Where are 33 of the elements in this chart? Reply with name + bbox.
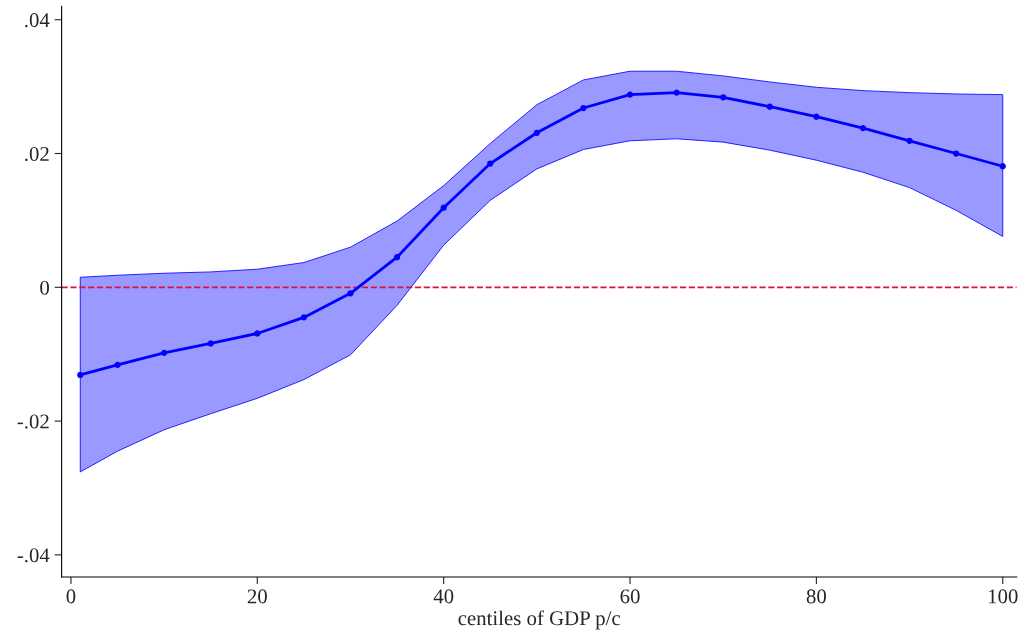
point xyxy=(626,91,634,98)
point xyxy=(160,349,168,356)
point xyxy=(440,204,447,211)
y-tick-label: .02 xyxy=(25,146,49,162)
point xyxy=(254,330,261,337)
point xyxy=(766,103,773,110)
point xyxy=(77,371,84,379)
y-tick-label: 0 xyxy=(40,280,50,295)
y-tick-label: -.04 xyxy=(17,548,50,563)
point xyxy=(906,137,913,144)
point xyxy=(300,314,308,321)
point xyxy=(859,124,867,132)
point xyxy=(347,290,354,297)
x-axis-title: centiles of GDP p/c xyxy=(458,610,621,630)
y-tick-label: -.02 xyxy=(17,414,49,429)
x-tick-label: 60 xyxy=(620,589,640,604)
x-tick-label: 40 xyxy=(433,589,454,604)
point xyxy=(487,160,494,167)
x-tick-label: 100 xyxy=(988,589,1018,604)
x-tick-label: 0 xyxy=(66,589,76,604)
point xyxy=(999,163,1006,170)
point xyxy=(813,113,820,120)
y-tick-label: .04 xyxy=(25,13,50,28)
x-tick-label: 20 xyxy=(247,589,267,604)
point xyxy=(533,129,540,136)
point xyxy=(673,89,680,96)
point xyxy=(953,150,960,157)
point xyxy=(114,361,121,369)
point xyxy=(720,94,727,101)
point xyxy=(580,104,587,112)
point xyxy=(207,340,214,347)
x-tick-label: 80 xyxy=(806,589,827,604)
point xyxy=(393,254,401,261)
